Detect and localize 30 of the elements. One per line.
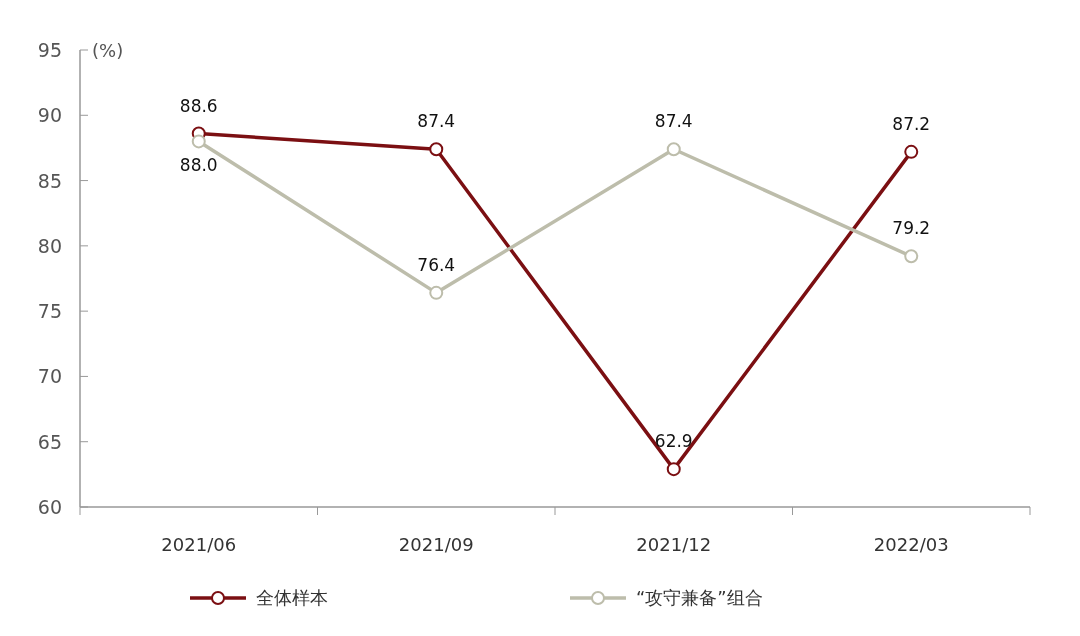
data-label: 62.9: [654, 431, 693, 452]
data-label: 79.2: [892, 218, 931, 239]
point: [429, 142, 444, 157]
y-tick-label: 80: [37, 234, 62, 257]
x-tick-label: 2021/09: [398, 534, 474, 555]
point: [904, 144, 919, 159]
data-label: 87.4: [654, 111, 693, 132]
point: [904, 249, 919, 264]
point: [429, 285, 444, 300]
data-label: 76.4: [417, 254, 456, 275]
y-axis-title: (%): [92, 40, 124, 61]
data-label: 87.4: [417, 111, 456, 132]
data-label: 87.2: [892, 113, 931, 134]
x-tick-label: 2021/06: [161, 534, 237, 555]
y-tick-label: 90: [37, 104, 62, 127]
point: [191, 134, 206, 149]
data-label: 88.6: [179, 95, 218, 116]
y-tick-label: 70: [37, 365, 62, 388]
point: [666, 462, 681, 477]
data-label: 88.0: [179, 155, 218, 176]
x-tick-label: 2022/03: [873, 534, 949, 555]
legend-label: 全体样本: [256, 587, 328, 608]
point: [666, 142, 681, 157]
y-tick-label: 60: [37, 496, 62, 518]
x-tick-label: 2021/12: [636, 534, 712, 555]
legend-label: “攻守兼备”组合: [636, 587, 763, 608]
y-tick-label: 65: [37, 430, 62, 453]
y-tick-label: 75: [37, 300, 62, 323]
y-tick-label: 85: [37, 169, 62, 192]
y-tick-label: 95: [37, 39, 62, 61]
